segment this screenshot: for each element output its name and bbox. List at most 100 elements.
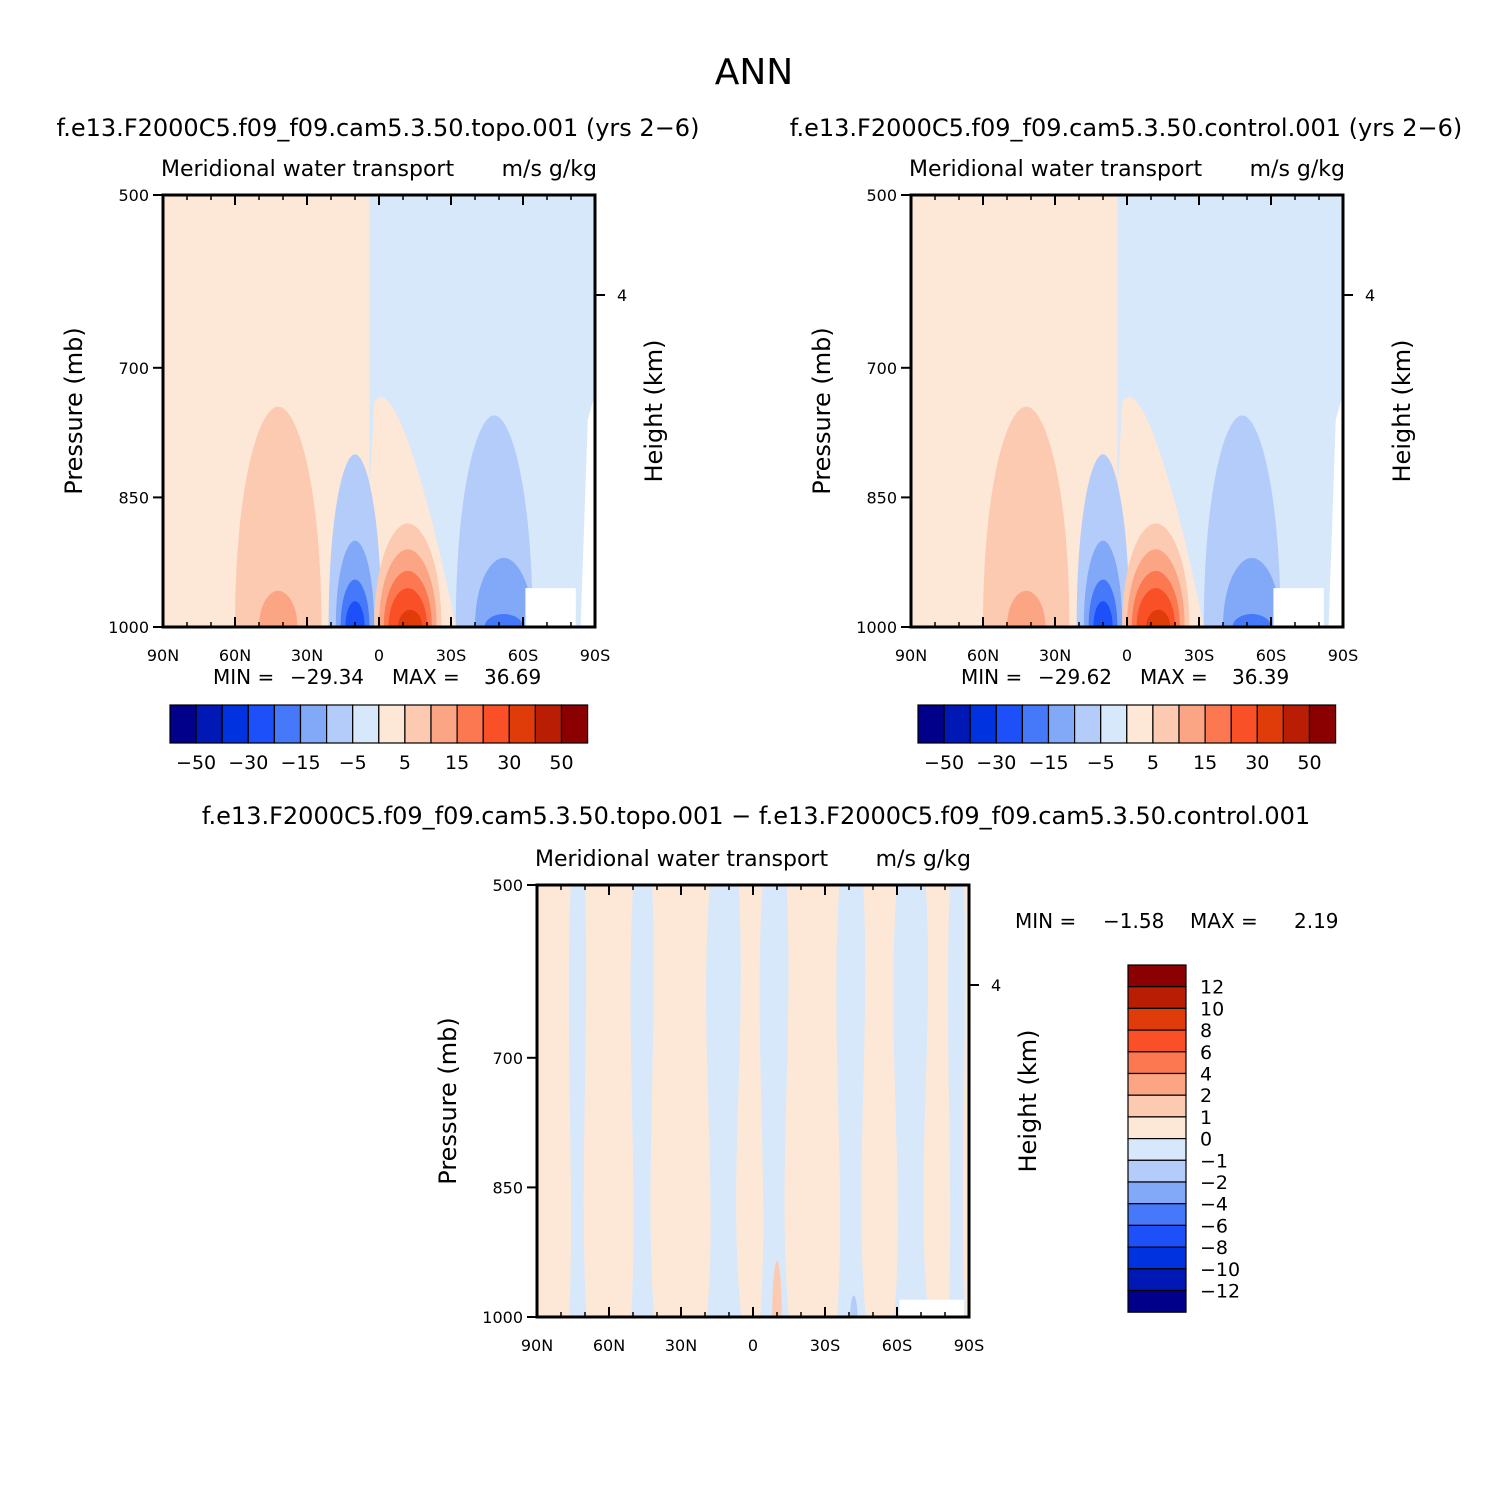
case-title: f.e13.F2000C5.f09_f09.cam5.3.50.topo.001… xyxy=(202,802,1310,830)
contour-pos-5 xyxy=(235,406,322,627)
x-tick-label: 60N xyxy=(219,646,251,665)
y-tick-label: 1000 xyxy=(108,618,149,637)
missing-data-edge xyxy=(1328,393,1343,627)
colorbar-label: −6 xyxy=(1200,1215,1228,1237)
colorbar-label: −30 xyxy=(228,752,268,774)
colorbar-swatch xyxy=(1127,1094,1187,1118)
x-tick-label: 30S xyxy=(436,646,467,665)
colorbar-label: 50 xyxy=(1297,752,1321,774)
colorbar-label: −5 xyxy=(1087,752,1115,774)
y-tick-label: 700 xyxy=(118,359,149,378)
colorbar-swatch xyxy=(430,704,458,744)
colorbar-label: −4 xyxy=(1200,1194,1228,1216)
field-negative-region xyxy=(1117,195,1343,627)
contour-neg-15c xyxy=(484,614,523,627)
y-axis-label: Pressure (mb) xyxy=(808,327,836,494)
colorbar-label: −15 xyxy=(1028,752,1068,774)
colorbar-swatch xyxy=(1152,704,1180,744)
x-tick-label: 90S xyxy=(1328,646,1359,665)
contour-neg-1 xyxy=(947,885,966,1317)
colorbar-label: −2 xyxy=(1200,1172,1228,1194)
colorbar-label: −50 xyxy=(924,752,964,774)
colorbar-swatch xyxy=(1127,1268,1187,1292)
max-value: 36.69 xyxy=(484,665,541,689)
x-tick-label: 0 xyxy=(374,646,384,665)
colorbar-label: 0 xyxy=(1200,1129,1212,1151)
colorbar-label: −15 xyxy=(280,752,320,774)
colorbar-swatch xyxy=(273,704,302,744)
units-label: m/s g/kg xyxy=(876,847,971,872)
panel-topo: f.e13.F2000C5.f09_f09.cam5.3.50.topo.001… xyxy=(57,114,700,774)
contour-neg-10c xyxy=(475,557,533,627)
contour-pos-1 xyxy=(772,1260,782,1317)
colorbar-label: −5 xyxy=(339,752,367,774)
colorbar-swatch xyxy=(221,704,249,744)
x-tick-label: 30N xyxy=(1039,646,1071,665)
variable-label: Meridional water transport xyxy=(161,157,454,182)
x-tick-label: 0 xyxy=(748,1336,758,1355)
plot-axes: 90N 60N 30N 0 30S 60S 90S 500 700 850 1000 4 xyxy=(856,186,1375,665)
colorbar-swatch xyxy=(378,704,406,744)
colorbar-swatch xyxy=(1127,1289,1187,1313)
colorbar-label: 15 xyxy=(1193,752,1217,774)
y-tick-label: 850 xyxy=(118,488,149,507)
contour-neg-10c xyxy=(1223,557,1281,627)
colorbar-swatch xyxy=(1127,986,1187,1010)
case-title: f.e13.F2000C5.f09_f09.cam5.3.50.topo.001… xyxy=(57,114,700,142)
y-tick-label: 700 xyxy=(866,359,897,378)
colorbar-swatch xyxy=(969,704,997,744)
y-axis-label: Pressure (mb) xyxy=(60,327,88,494)
x-tick-label: 60S xyxy=(508,646,539,665)
x-tick-label: 60N xyxy=(967,646,999,665)
y-tick-label: 850 xyxy=(866,488,897,507)
colorbar-swatch xyxy=(1127,1029,1187,1053)
colorbar-swatch xyxy=(995,704,1023,744)
y-tick-label: 500 xyxy=(118,186,149,205)
x-tick-label: 30S xyxy=(1184,646,1215,665)
field-negative-region xyxy=(369,195,595,627)
colorbar-swatch xyxy=(456,704,484,744)
colorbar-swatch xyxy=(560,704,589,744)
right-axis-label: Height (km) xyxy=(640,340,668,483)
colorbar-swatch xyxy=(482,704,510,744)
colorbar-swatch xyxy=(1021,704,1050,744)
contour-pos-10 xyxy=(259,590,298,627)
max-label: MAX = xyxy=(1190,909,1258,933)
colorbar-swatch xyxy=(1127,1203,1187,1226)
colorbar-label: 50 xyxy=(549,752,573,774)
contour-pos-10 xyxy=(1007,590,1046,627)
colorbar-swatch xyxy=(1256,704,1285,744)
units-label: m/s g/kg xyxy=(502,157,597,182)
variable-label: Meridional water transport xyxy=(909,157,1202,182)
plot-axes: 90N 60N 30N 0 30S 60S 90S 500 700 850 1000 4 xyxy=(482,876,1001,1355)
contour-neg-1 xyxy=(836,885,866,1317)
colorbar-swatch xyxy=(247,704,276,744)
contour-neg-1 xyxy=(893,885,929,1317)
y-tick-label: 500 xyxy=(866,186,897,205)
contour-neg-1 xyxy=(568,885,587,1317)
missing-data-mask xyxy=(1273,588,1324,627)
x-tick-label: 90S xyxy=(580,646,611,665)
x-tick-label: 90N xyxy=(895,646,927,665)
case-title: f.e13.F2000C5.f09_f09.cam5.3.50.control.… xyxy=(790,114,1463,142)
colorbar: −50 −30 −15 −5 5 15 30 50 xyxy=(917,704,1337,774)
colorbar-label: −12 xyxy=(1200,1281,1240,1303)
colorbar-swatch xyxy=(352,704,380,744)
variable-label: Meridional water transport xyxy=(535,847,828,872)
panel-difference: f.e13.F2000C5.f09_f09.cam5.3.50.topo.001… xyxy=(202,802,1339,1355)
colorbar-label: 10 xyxy=(1200,998,1224,1020)
x-tick-label: 60N xyxy=(593,1336,625,1355)
colorbar: −50 −30 −15 −5 5 15 30 50 xyxy=(169,704,589,774)
colorbar-swatch xyxy=(917,704,945,744)
min-label: MIN = xyxy=(961,665,1022,689)
colorbar-swatch xyxy=(1127,1159,1187,1183)
contour-neg-20 xyxy=(1093,601,1113,627)
contour-field xyxy=(537,885,969,1317)
colorbar-label: 6 xyxy=(1200,1042,1212,1064)
contour-field xyxy=(911,195,1343,627)
colorbar-swatch xyxy=(1282,704,1311,744)
colorbar-swatch xyxy=(1127,1007,1187,1031)
colorbar-swatch xyxy=(1204,704,1232,744)
colorbar-label: −1 xyxy=(1200,1150,1228,1172)
